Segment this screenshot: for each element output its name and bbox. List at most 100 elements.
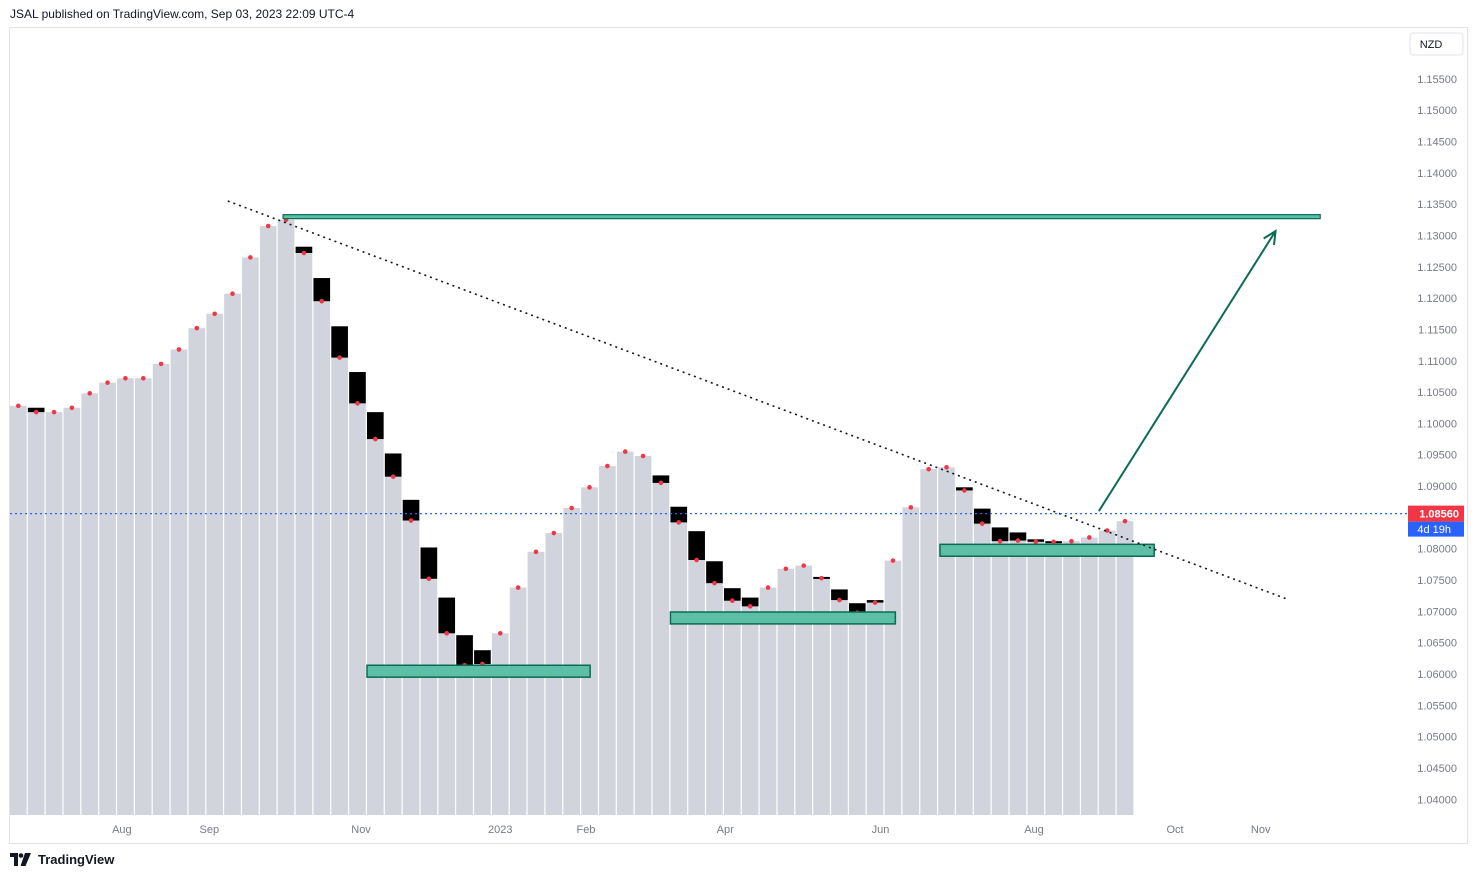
bar — [706, 583, 723, 815]
close-dot — [569, 505, 574, 511]
bar — [152, 363, 170, 815]
y-tick-label: 1.06000 — [1417, 669, 1457, 681]
close-dot — [962, 488, 967, 493]
close-dot — [515, 585, 521, 590]
bar — [884, 560, 902, 815]
currency-label: NZD — [1420, 39, 1443, 51]
footer-brand[interactable]: TradingView — [10, 852, 114, 867]
close-dot — [622, 449, 628, 454]
close-dot — [212, 311, 217, 317]
close-dot — [230, 291, 235, 297]
close-dot — [51, 409, 57, 415]
close-dot — [337, 355, 342, 360]
close-dot — [1051, 539, 1056, 545]
bar — [991, 541, 1009, 815]
decline-segment — [848, 603, 866, 613]
bar — [63, 407, 81, 815]
bar — [313, 301, 331, 815]
close-dot — [301, 250, 307, 256]
decline-segment — [652, 475, 670, 483]
decline-segment — [384, 453, 402, 477]
bar — [670, 522, 688, 815]
bar — [45, 412, 63, 815]
y-tick-label: 1.09500 — [1417, 450, 1457, 462]
bar — [1081, 537, 1098, 815]
bar — [866, 602, 884, 815]
bar — [367, 439, 384, 815]
close-dot — [605, 463, 610, 469]
close-dot — [908, 505, 914, 510]
close-dot — [587, 485, 592, 490]
close-dot — [497, 631, 503, 636]
y-tick-label: 1.06500 — [1417, 638, 1457, 650]
bar — [1063, 541, 1080, 815]
publish-header: JSAL published on TradingView.com, Sep 0… — [10, 7, 355, 21]
close-dot — [694, 557, 699, 563]
close-dot — [158, 361, 164, 367]
bar — [634, 455, 652, 815]
y-tick-label: 1.07500 — [1417, 575, 1457, 587]
close-dot — [783, 566, 789, 572]
close-dot — [551, 530, 557, 536]
close-dot — [533, 549, 539, 555]
bar — [224, 293, 241, 815]
close-dot — [408, 518, 414, 523]
close-dot — [319, 298, 325, 304]
close-dot — [640, 453, 646, 459]
bar — [777, 568, 795, 815]
y-tick-label: 1.10500 — [1417, 387, 1457, 399]
resistance-level — [282, 214, 1321, 220]
countdown-badge — [1408, 521, 1464, 537]
bar — [491, 633, 509, 815]
y-tick-label: 1.10000 — [1417, 418, 1457, 430]
current-price-value: 1.08560 — [1419, 509, 1459, 521]
x-tick-label: Oct — [1166, 824, 1183, 836]
tradingview-logo-icon — [10, 853, 31, 866]
bar — [99, 382, 116, 815]
close-dot — [730, 598, 735, 604]
bar — [795, 565, 813, 815]
bar — [741, 606, 759, 815]
close-dot — [87, 391, 93, 396]
bar — [117, 378, 134, 815]
close-dot — [926, 466, 931, 472]
bar — [902, 507, 920, 815]
descending-trendline — [227, 200, 1289, 601]
support-zone — [669, 611, 897, 625]
close-dot — [997, 538, 1003, 544]
bar — [831, 600, 848, 815]
close-dot — [801, 563, 807, 568]
y-tick-label: 1.11500 — [1418, 324, 1457, 336]
bar — [1116, 521, 1134, 815]
close-dot — [765, 585, 771, 590]
close-dot — [69, 405, 75, 411]
close-dot — [676, 520, 682, 525]
bar — [438, 633, 456, 815]
close-dot — [390, 474, 396, 479]
y-tick-label: 1.13500 — [1417, 199, 1457, 211]
y-tick-label: 1.04000 — [1417, 794, 1457, 806]
decline-segment — [991, 527, 1009, 542]
bar — [813, 578, 830, 815]
y-tick-label: 1.12500 — [1417, 262, 1457, 274]
x-tick-label: Apr — [717, 824, 734, 836]
close-dot — [944, 464, 949, 470]
decline-segment — [1009, 532, 1027, 541]
support-zone — [939, 543, 1155, 557]
x-tick-label: 2023 — [488, 824, 512, 836]
bar — [331, 357, 348, 815]
x-tick-label: Sep — [200, 824, 220, 836]
close-dot — [658, 480, 664, 486]
bar — [973, 523, 991, 815]
decline-segment — [367, 412, 384, 440]
x-tick-label: Aug — [112, 824, 132, 836]
bar — [206, 313, 223, 815]
target-arrow-shaft — [1098, 230, 1277, 512]
chart-frame — [9, 27, 1468, 844]
bar — [474, 664, 491, 815]
close-dot — [890, 558, 896, 563]
decline-segment — [331, 326, 348, 358]
bar — [10, 405, 27, 815]
decline-segment — [688, 531, 705, 560]
